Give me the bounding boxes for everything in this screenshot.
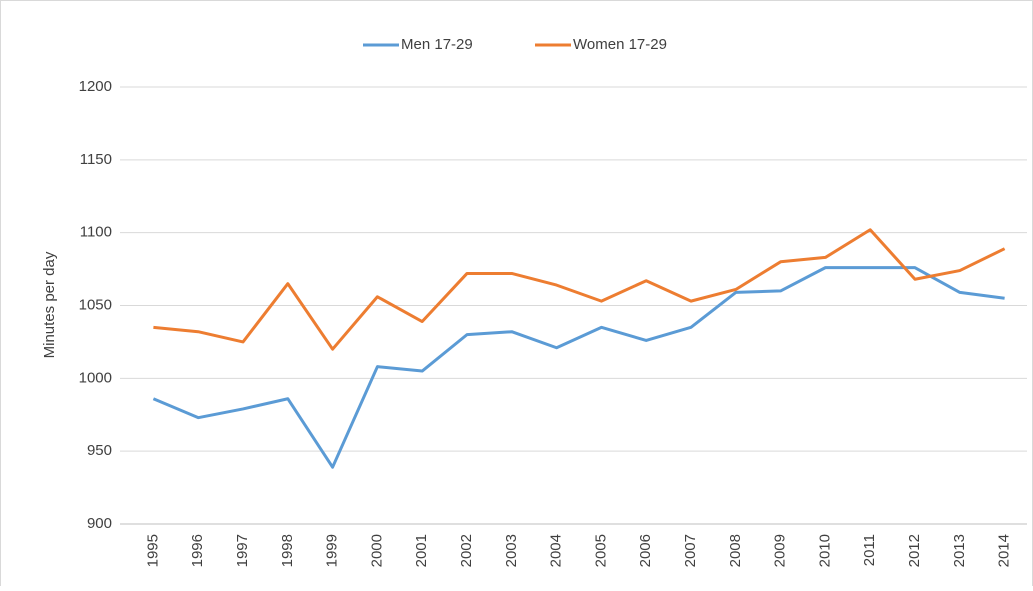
x-tick-label: 2004 bbox=[548, 534, 565, 567]
x-tick-label: 1998 bbox=[279, 534, 296, 567]
x-tick-label: 2011 bbox=[861, 534, 878, 566]
x-tick-label: 2014 bbox=[996, 534, 1013, 567]
series-line bbox=[153, 228, 1006, 351]
x-tick-label: 1999 bbox=[324, 534, 341, 567]
legend-label: Women 17-29 bbox=[573, 36, 667, 53]
x-tick-label: 1996 bbox=[189, 534, 206, 567]
y-tick-label: 1050 bbox=[79, 296, 112, 313]
x-tick-label: 2006 bbox=[637, 534, 654, 567]
y-tick-label: 900 bbox=[87, 515, 112, 532]
x-tick-label: 2001 bbox=[413, 534, 430, 567]
x-tick-label: 1995 bbox=[144, 534, 161, 567]
y-axis-label: Minutes per day bbox=[41, 251, 58, 358]
x-tick-label: 2008 bbox=[727, 534, 744, 567]
x-tick-label: 2010 bbox=[816, 534, 833, 567]
y-tick-label: 1000 bbox=[79, 369, 112, 386]
x-tick-label: 1997 bbox=[234, 534, 251, 567]
legend-label: Men 17-29 bbox=[401, 36, 473, 53]
x-tick-label: 2013 bbox=[951, 534, 968, 567]
x-tick-label: 2005 bbox=[592, 534, 609, 567]
series-line bbox=[152, 266, 1005, 469]
y-tick-label: 1150 bbox=[80, 151, 112, 168]
x-tick-label: 2003 bbox=[503, 534, 520, 567]
x-tick-label: 2000 bbox=[368, 534, 385, 567]
y-tick-label: 1100 bbox=[80, 224, 112, 241]
y-tick-label: 1200 bbox=[79, 78, 112, 95]
x-tick-label: 2012 bbox=[906, 534, 923, 567]
x-tick-label: 2009 bbox=[772, 534, 789, 567]
x-tick-label: 2007 bbox=[682, 534, 699, 567]
x-tick-label: 2002 bbox=[458, 534, 475, 567]
y-tick-label: 950 bbox=[87, 442, 112, 459]
